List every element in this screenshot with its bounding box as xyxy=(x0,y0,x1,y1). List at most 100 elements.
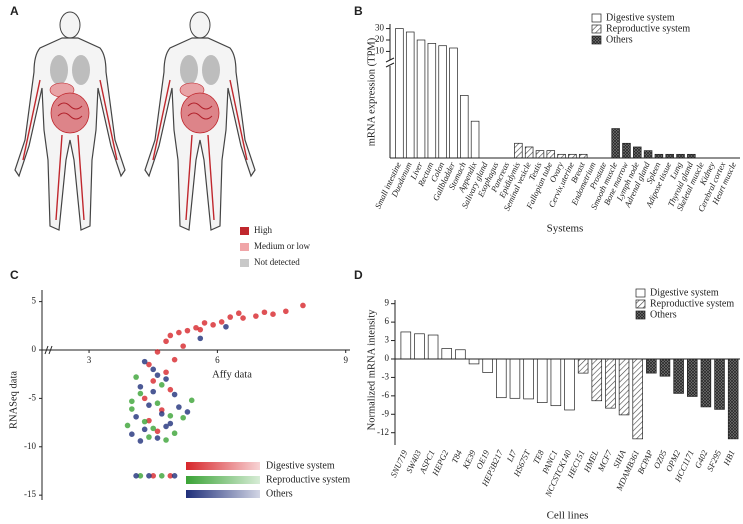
scatter-point xyxy=(146,434,152,440)
y-tick-label: -9 xyxy=(382,408,390,418)
x-axis-label: Cell lines xyxy=(547,510,589,522)
x-axis-label: Systems xyxy=(547,223,584,235)
bar xyxy=(414,333,425,360)
legend-swatch xyxy=(591,35,602,45)
y-tick-label: 20 xyxy=(375,34,385,44)
legend-label: Not detected xyxy=(254,257,300,267)
bar xyxy=(659,358,671,377)
bar xyxy=(557,153,566,159)
bar xyxy=(546,150,556,159)
bar xyxy=(564,358,575,411)
legend-swatch xyxy=(240,227,249,235)
bar xyxy=(449,47,458,159)
scatter-point xyxy=(167,473,174,479)
scatter-point xyxy=(150,378,157,384)
scatter-point xyxy=(167,413,174,419)
y-tick-label: -3 xyxy=(382,371,390,381)
scatter-point xyxy=(171,473,178,479)
y-tick-label: 10 xyxy=(375,45,385,55)
scatter-point xyxy=(150,473,157,479)
scatter-point xyxy=(141,358,148,365)
scatter-point xyxy=(163,369,169,376)
bar xyxy=(468,358,480,365)
legend-swatch xyxy=(186,476,260,484)
bar xyxy=(577,358,589,374)
bar xyxy=(646,358,657,374)
panel-label: B xyxy=(354,4,363,18)
scatter-point xyxy=(197,326,204,333)
scatter-point xyxy=(270,311,276,317)
legend-swatch xyxy=(591,13,602,23)
y-tick-label: -15 xyxy=(24,489,36,499)
scatter-point xyxy=(146,473,152,479)
scatter-point xyxy=(154,400,161,407)
scatter-point xyxy=(300,302,306,309)
scatter-point xyxy=(227,314,234,320)
y-axis-label: RNASeq data xyxy=(8,371,19,429)
bar xyxy=(455,349,466,360)
scatter-point xyxy=(133,413,139,420)
scatter-point xyxy=(210,322,216,328)
scatter-point xyxy=(154,372,161,378)
y-tick-label: -6 xyxy=(382,390,390,400)
bar xyxy=(727,358,739,440)
legend-label: Digestive system xyxy=(650,287,719,298)
scatter-point xyxy=(141,426,148,433)
panel-label: D xyxy=(354,268,363,282)
scatter-point xyxy=(129,431,135,437)
scatter-point xyxy=(146,361,152,368)
scatter-point xyxy=(133,374,139,380)
bar xyxy=(700,358,712,408)
y-tick-label: 6 xyxy=(385,316,390,326)
scatter-point xyxy=(171,391,178,398)
y-axis-label: mRNA expression (TPM) xyxy=(366,37,377,146)
bar xyxy=(441,348,453,360)
bar xyxy=(405,31,415,159)
y-tick-label: 0 xyxy=(32,344,37,354)
scatter-point xyxy=(158,382,165,388)
scatter-point xyxy=(154,349,161,355)
legend-label: Digestive system xyxy=(606,12,675,23)
bar xyxy=(687,153,696,159)
scatter-point xyxy=(163,437,169,443)
scatter-point xyxy=(146,417,152,424)
legend-swatch xyxy=(186,490,260,498)
bar xyxy=(395,28,404,159)
bar xyxy=(611,128,620,159)
bar xyxy=(482,358,493,373)
scatter-point xyxy=(253,313,259,319)
y-tick-label: 3 xyxy=(385,335,390,345)
legend-swatch xyxy=(591,24,602,34)
x-axis-label: Affy data xyxy=(212,369,252,380)
scatter-point xyxy=(223,323,229,330)
legend-label: High xyxy=(254,225,273,235)
bar xyxy=(676,153,685,159)
scatter-point xyxy=(163,423,169,430)
legend-swatch xyxy=(635,310,646,320)
legend-label: Others xyxy=(606,34,633,45)
legend-label: Reproductive system xyxy=(266,474,350,485)
scatter-point xyxy=(283,308,289,315)
bar xyxy=(714,358,725,410)
bar xyxy=(416,39,426,159)
y-tick-label: -5 xyxy=(29,392,37,402)
scatter-point xyxy=(180,343,186,349)
y-tick-label: 5 xyxy=(32,296,37,306)
axis-break xyxy=(385,57,395,68)
axis-break xyxy=(44,345,53,355)
scatter-point xyxy=(201,320,208,326)
x-tick-label: 3 xyxy=(87,355,92,365)
scatter-point xyxy=(129,406,135,412)
bar xyxy=(400,331,412,360)
bar xyxy=(536,358,548,403)
bar xyxy=(568,153,577,159)
bar xyxy=(470,120,480,159)
y-tick-label: 9 xyxy=(385,298,390,308)
bar xyxy=(643,150,653,159)
scatter-point xyxy=(137,438,144,444)
scatter-point xyxy=(137,473,144,479)
legend-swatch xyxy=(635,299,646,309)
scatter-point xyxy=(124,422,131,429)
y-tick-label: -12 xyxy=(377,427,389,437)
legend-swatch xyxy=(240,243,249,251)
